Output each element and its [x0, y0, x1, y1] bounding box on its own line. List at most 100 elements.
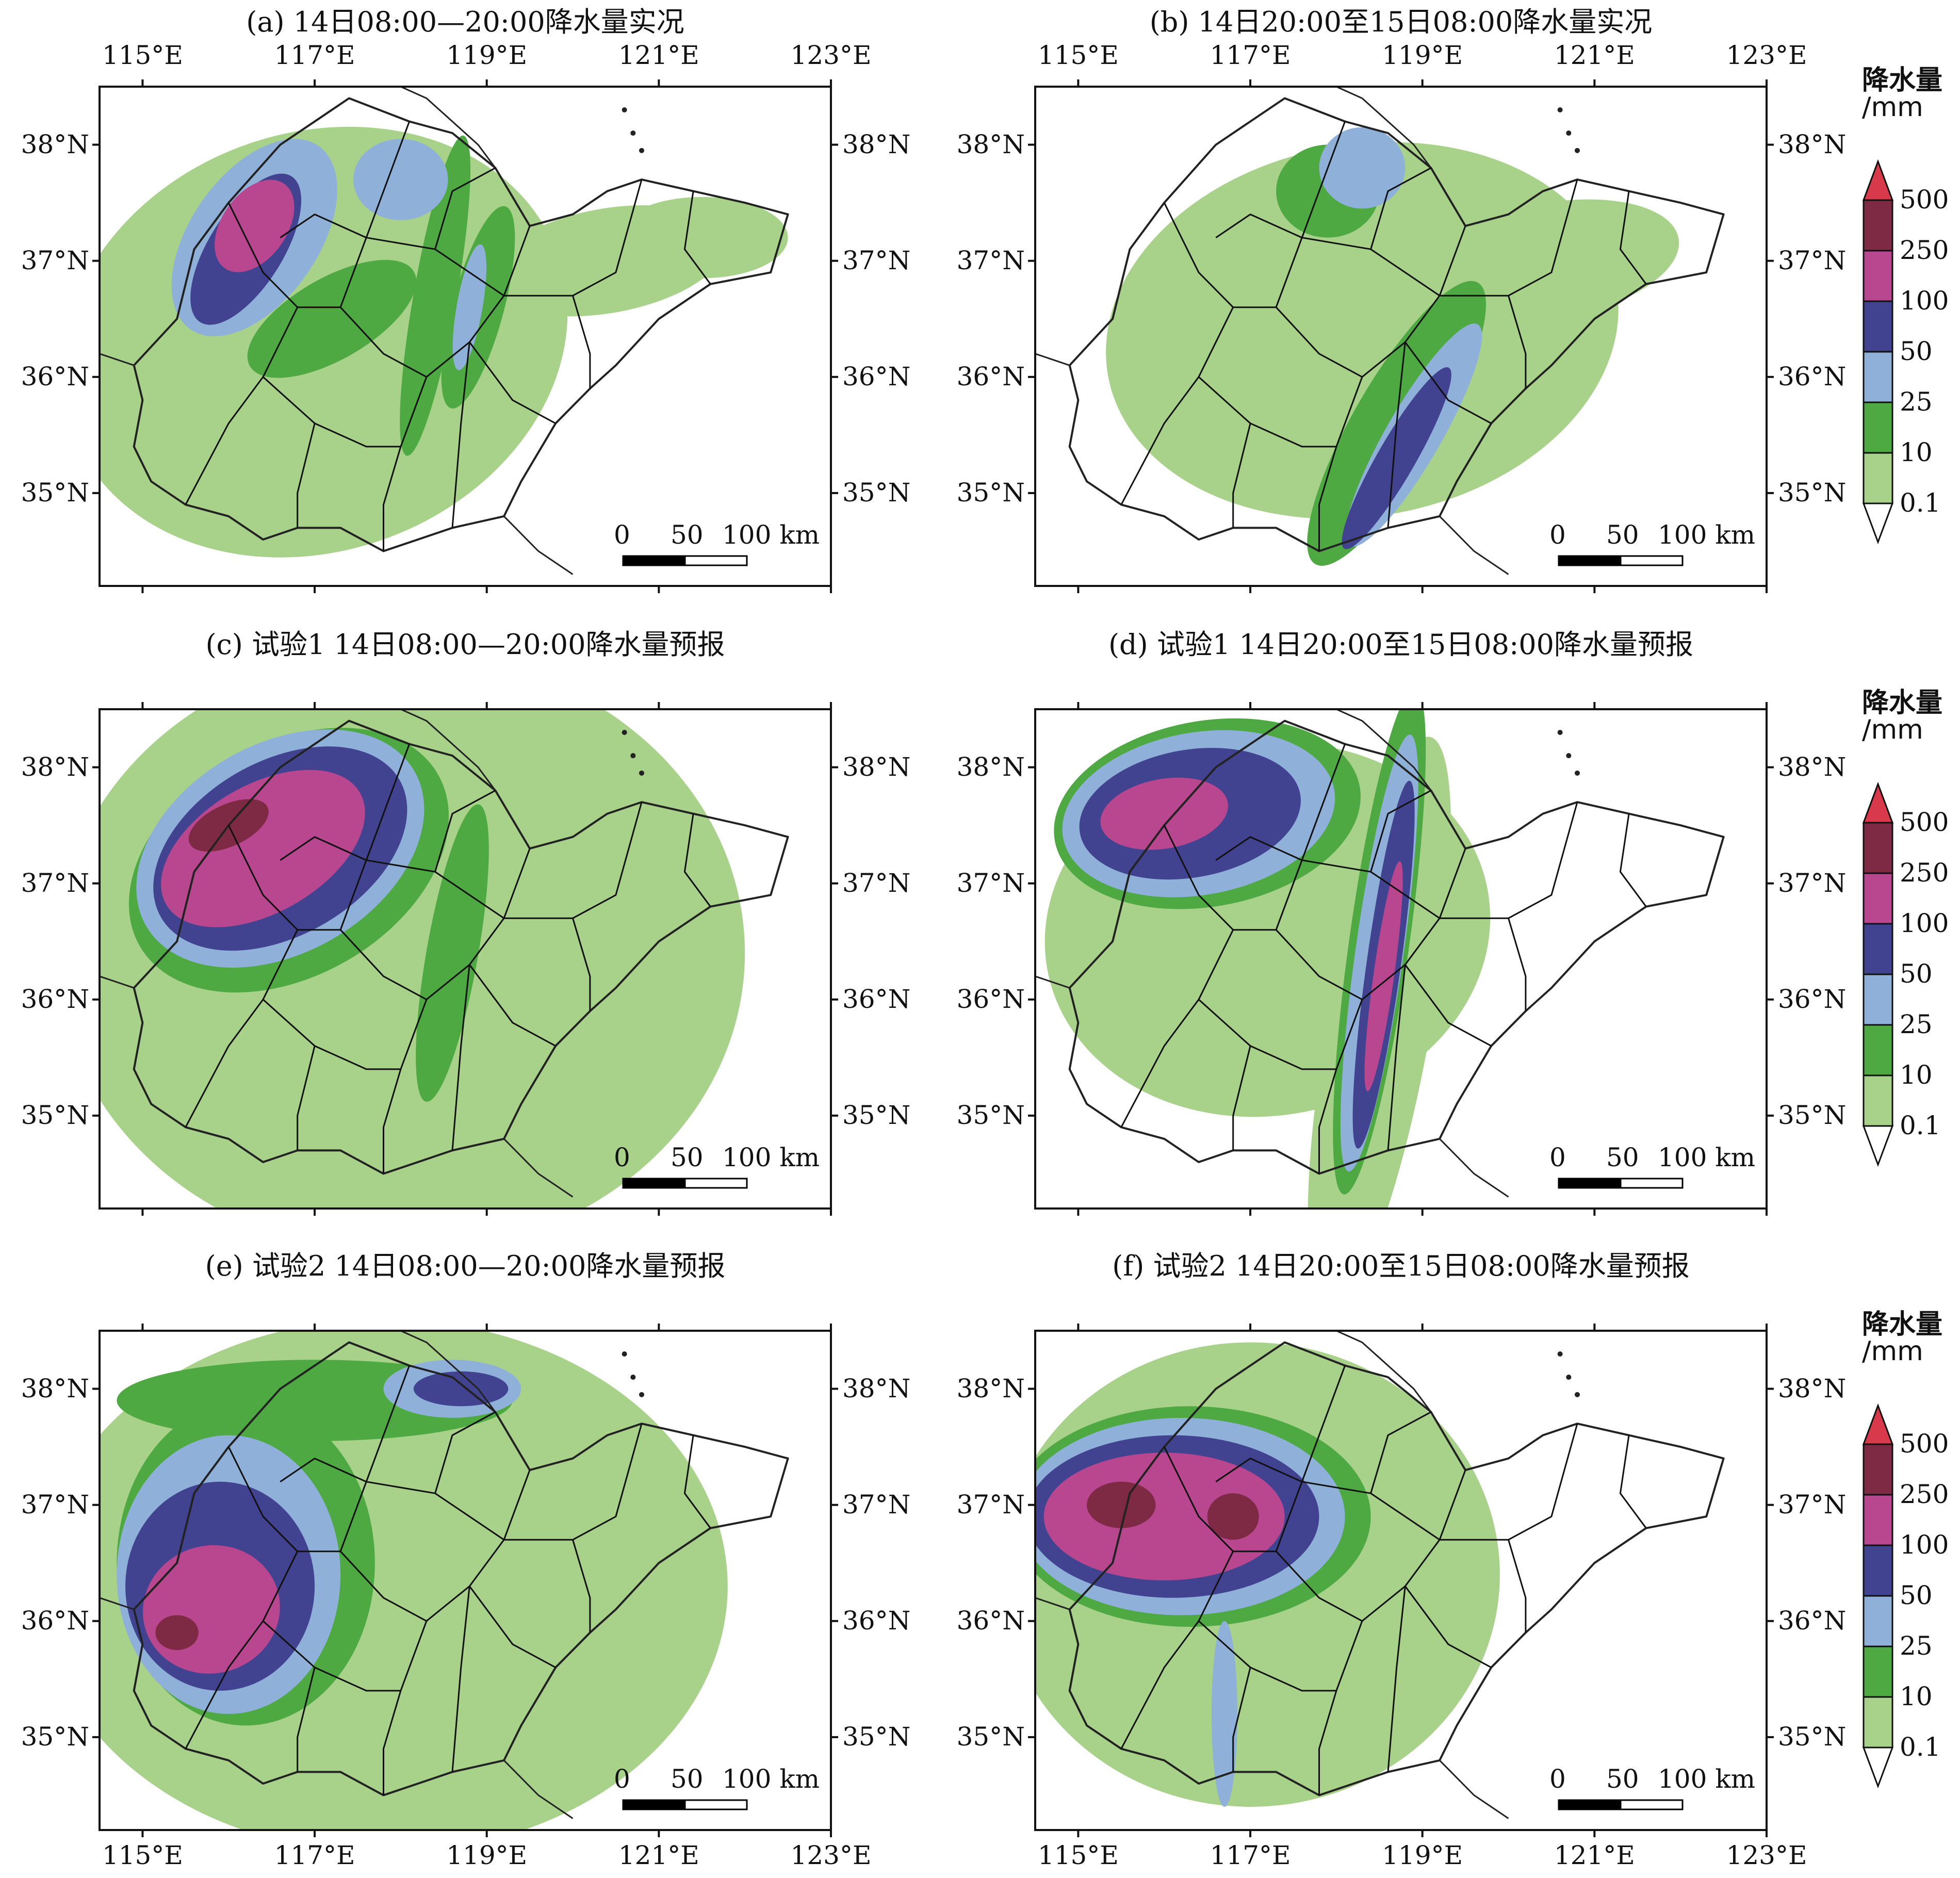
city-border [339, 743, 411, 930]
legend-swatch [1863, 1024, 1893, 1076]
city-border [1198, 376, 1336, 448]
coastline [100, 975, 135, 989]
legend-level-label: 0.1 [1900, 1111, 1941, 1140]
city-border [280, 836, 367, 861]
city-border [185, 1551, 299, 1750]
city-border [1508, 1539, 1527, 1633]
city-border [1440, 1423, 1578, 1541]
city-border [434, 790, 496, 872]
lat-tick-label: 38°N [21, 129, 89, 159]
lon-tick-label: 119°E [446, 1840, 528, 1870]
legend-level-label: 500 [1900, 1429, 1949, 1459]
scalebar-label: 100 km [1658, 1764, 1756, 1794]
scalebar-label: 0 [614, 520, 630, 550]
lat-tick-label: 35°N [956, 477, 1025, 508]
legend-level-label: 10 [1900, 1681, 1933, 1711]
scalebar-label: 100 km [722, 520, 820, 550]
scalebar-segment [684, 555, 748, 566]
coastline [1439, 515, 1509, 575]
city-border [451, 1586, 470, 1772]
legend-level-label: 50 [1900, 959, 1933, 989]
scalebar-segment [1620, 1178, 1684, 1189]
lat-tick-label: 37°N [842, 1489, 911, 1520]
city-border [1215, 214, 1302, 239]
city-border [504, 179, 643, 297]
lat-tick-label: 36°N [1778, 984, 1847, 1014]
legend-title: 降水量 [1862, 1309, 1943, 1340]
island [1557, 107, 1563, 113]
city-border [1508, 918, 1527, 1011]
city-border [1232, 1046, 1251, 1151]
city-border [1232, 423, 1251, 528]
scalebar-label: 0 [1549, 1764, 1566, 1794]
scalebar-label: 0 [1549, 1142, 1566, 1172]
legend-level-label: 0.1 [1900, 488, 1941, 518]
city-border [683, 1435, 711, 1529]
coastline [1035, 353, 1070, 366]
precip-region [161, 770, 365, 927]
lat-tick-label: 37°N [842, 245, 911, 275]
precip-region [1424, 199, 1679, 322]
legend-swatch [1863, 250, 1893, 302]
island [622, 107, 627, 113]
scalebar-label: 0 [1549, 520, 1566, 550]
scalebar-label: 0 [614, 1764, 630, 1794]
province-outline [1068, 97, 1725, 552]
borders [1035, 709, 1725, 1198]
legend-level-label: 250 [1900, 858, 1949, 888]
lat-tick-label: 36°N [956, 984, 1025, 1014]
scalebar-label: 50 [1606, 520, 1639, 550]
lat-tick-label: 37°N [956, 868, 1025, 898]
city-border [1215, 1458, 1302, 1483]
city-border [1404, 1586, 1492, 1669]
city-border [1619, 813, 1647, 907]
legend-swatch [1863, 452, 1893, 504]
lat-tick-label: 38°N [1778, 129, 1847, 159]
precip-region [1207, 1493, 1259, 1540]
legend-over-arrow [1862, 1403, 1894, 1445]
lat-tick-label: 35°N [21, 1721, 89, 1752]
scalebar-segment [684, 1799, 748, 1810]
legend-swatch [1863, 1074, 1893, 1127]
island [1566, 130, 1572, 136]
legend-swatch [1863, 1595, 1893, 1647]
coastline [1336, 709, 1432, 791]
precip-region [452, 244, 487, 370]
lat-tick-label: 38°N [956, 1373, 1025, 1403]
legend-level-label: 100 [1900, 1530, 1949, 1560]
lat-tick-label: 38°N [1778, 1373, 1847, 1403]
map-panel [92, 702, 838, 1216]
lat-tick-label: 38°N [21, 752, 89, 782]
city-border [1275, 743, 1346, 930]
island [622, 730, 627, 736]
city-border [1619, 1435, 1647, 1529]
lat-tick-label: 37°N [21, 245, 89, 275]
lon-tick-label: 123°E [1726, 1840, 1807, 1870]
precip-region [1319, 127, 1406, 209]
legend-swatch [1863, 300, 1893, 353]
lat-tick-label: 35°N [1778, 477, 1847, 508]
city-border [1619, 191, 1647, 285]
legend-swatch [1863, 1494, 1893, 1546]
scalebar-label: 50 [671, 1764, 704, 1794]
legend-over-arrow [1862, 781, 1894, 824]
map-panel [1028, 79, 1894, 593]
coastline [1439, 1759, 1509, 1819]
city-border [1370, 167, 1432, 250]
precip-region [1043, 1452, 1285, 1580]
panel-title: (b) 14日20:00至15日08:00降水量实况 [1149, 6, 1653, 38]
scalebar-label: 100 km [1658, 1142, 1756, 1172]
city-border [1387, 965, 1406, 1151]
island [1557, 730, 1563, 736]
precip-region [416, 804, 489, 1102]
province-outline [1068, 1341, 1725, 1797]
city-border [572, 1539, 591, 1633]
city-border [1318, 999, 1363, 1174]
city-border [1275, 225, 1466, 378]
scalebar-segment [1558, 1799, 1622, 1810]
legend-unit: /mm [1862, 92, 1923, 123]
island [1574, 1392, 1580, 1397]
legend-unit: /mm [1862, 714, 1923, 745]
legend-swatch [1863, 1544, 1893, 1597]
city-border [1275, 848, 1466, 1001]
